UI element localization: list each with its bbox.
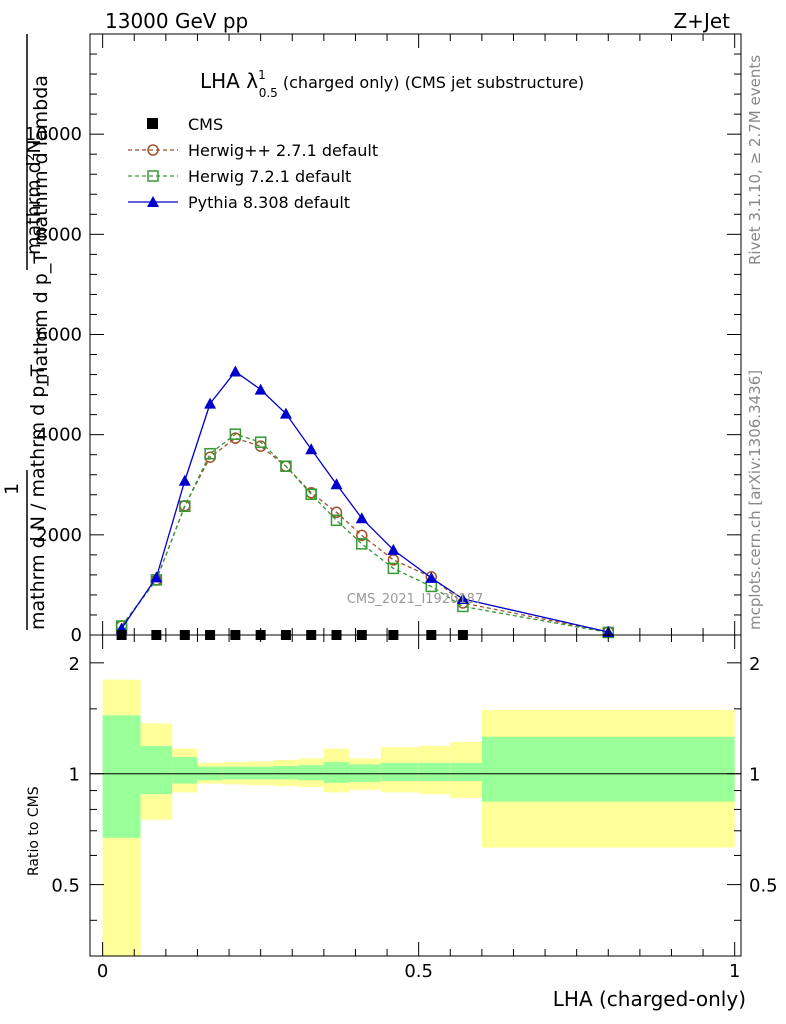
y-tick-label: 8000 (36, 224, 82, 245)
y-label-denominator: mathrm d p_T mathrm d lambda (30, 75, 52, 385)
data-point-herwig7 (387, 562, 400, 575)
ratio-inner-band (172, 757, 198, 784)
plot-title-rest: (charged only) (CMS jet substructure) (278, 73, 584, 92)
data-point-herwigpp (330, 506, 343, 519)
data-point-herwig7 (280, 460, 292, 472)
x-tick-label: 0.5 (404, 961, 433, 982)
data-point-pythia (305, 443, 318, 455)
legend-label-cms: CMS (188, 115, 223, 134)
x-axis-label: LHA (charged-only) (553, 987, 746, 1011)
data-point-herwig7 (229, 428, 242, 440)
legend-marker-herwig7 (147, 170, 159, 182)
legend-marker-herwigpp (147, 144, 159, 156)
y-label-one: 1 (1, 483, 23, 495)
data-point-herwig7 (204, 447, 216, 460)
right-label-top: Rivet 3.1.10, ≥ 2.7M events (746, 55, 764, 265)
legend-label-herwigpp: Herwig++ 2.7.1 default (188, 141, 378, 160)
data-point-pythia (204, 397, 217, 409)
ratio-inner-band (102, 715, 141, 838)
data-point-pythia (279, 407, 292, 419)
ratio-tick-label-right: 1 (749, 765, 760, 786)
data-point-pythia (456, 592, 469, 604)
ratio-inner-band (349, 764, 381, 782)
data-point-pythia (229, 365, 242, 377)
data-point-pythia (254, 383, 267, 395)
y-label-bottom: mathrm d N / mathrm d p_T (27, 364, 49, 630)
watermark: CMS_2021_I1920187 (347, 592, 483, 607)
data-point-herwig7 (305, 488, 317, 501)
data-point-pythia (178, 474, 191, 486)
y-tick-label: 0 (71, 625, 82, 646)
data-point-herwig7 (356, 538, 368, 550)
right-label-bottom: mcplots.cern.ch [arXiv:1306.3436] (746, 370, 764, 630)
y-axis-label: mathrm d²N mathrm d p_T mathrm d lambda … (1, 34, 52, 630)
series-line (121, 370, 609, 633)
ratio-inner-band (418, 762, 451, 782)
header-right: Z+Jet (673, 9, 730, 33)
ratio-inner-band (380, 762, 419, 782)
ratio-inner-band (222, 766, 249, 780)
series-line (121, 433, 609, 634)
ratio-inner-band (273, 765, 299, 780)
legend-label-herwig7: Herwig 7.2.1 default (188, 167, 351, 186)
ratio-tick-label-left: 1 (69, 765, 80, 786)
legend: CMS Herwig++ 2.7.1 default Herwig 7.2.1 … (128, 115, 378, 212)
data-point-herwigpp (356, 529, 368, 542)
y-tick-label: 10000 (25, 124, 82, 145)
data-point-pythia (355, 512, 368, 524)
legend-marker-cms (147, 118, 158, 129)
x-tick-label: 1 (729, 961, 740, 982)
data-point-pythia (387, 543, 400, 555)
ratio-bands (90, 679, 741, 956)
header-left: 13000 GeV pp (105, 9, 248, 33)
axes-layer: 0 2000 4000 6000 8000 10000 0 0.5 1 0.5 0.5 1 1 2 2 (25, 33, 778, 982)
y-tick-label: 4000 (36, 425, 82, 446)
data-point-herwig7 (254, 436, 267, 448)
data-point-pythia (425, 571, 438, 583)
plot-title-sup: 1 (258, 68, 266, 82)
data-point-pythia (150, 571, 163, 583)
ratio-tick-label-right: 2 (749, 654, 760, 675)
ratio-inner-band (298, 765, 324, 781)
ratio-ylabel: Ratio to CMS (26, 786, 42, 876)
data-point-herwig7 (179, 500, 191, 513)
ratio-tick-label-right: 0.5 (749, 876, 778, 897)
ratio-inner-band (481, 736, 735, 802)
y-tick-label: 6000 (36, 325, 82, 346)
plot-title-main: LHA λ (200, 69, 258, 93)
ratio-tick-label-left: 2 (69, 654, 80, 675)
plot-title: LHA λ1 0.5 (charged only) (CMS jet substr… (200, 68, 584, 100)
ratio-inner-band (248, 766, 274, 780)
legend-marker-pythia (147, 196, 159, 207)
legend-label-pythia: Pythia 8.308 default (188, 193, 350, 212)
ratio-tick-label-left: 0.5 (51, 876, 80, 897)
plot-title-sub: 0.5 (259, 86, 278, 100)
data-point-herwigpp (387, 554, 400, 566)
ratio-inner-band (450, 762, 482, 782)
y-label-numerator: mathrm d²N (23, 139, 45, 255)
y-tick-label: 2000 (36, 525, 82, 546)
ratio-inner-band (323, 762, 350, 783)
data-point-pythia (330, 478, 343, 490)
data-point-herwig7 (330, 514, 343, 527)
x-tick-label: 0 (97, 961, 108, 982)
ratio-frame (89, 634, 742, 957)
ratio-inner-band (140, 745, 173, 795)
